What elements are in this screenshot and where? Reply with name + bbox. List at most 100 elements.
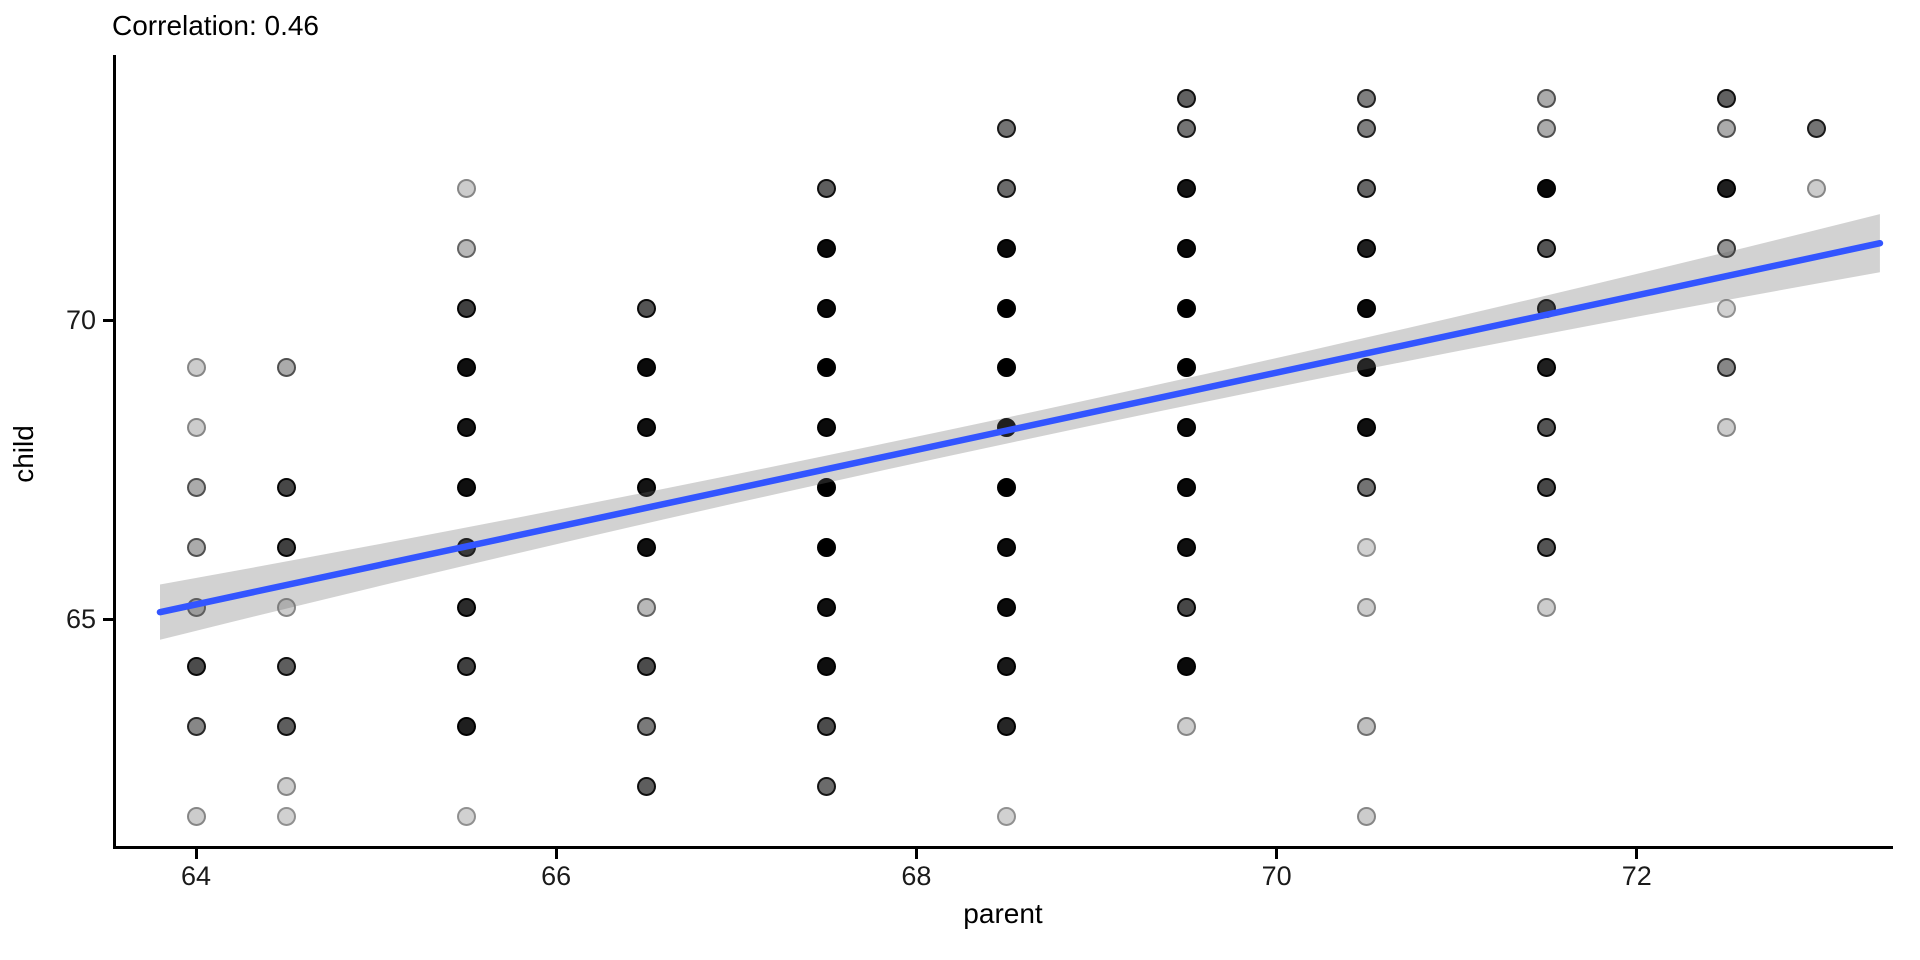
data-point [1717, 89, 1737, 109]
data-point [996, 238, 1016, 258]
data-point [996, 597, 1016, 617]
data-point [816, 776, 836, 796]
data-point [1717, 418, 1737, 438]
data-point [186, 418, 206, 438]
data-point [276, 806, 296, 826]
data-point [1537, 178, 1557, 198]
data-point [456, 806, 476, 826]
data-point [1357, 89, 1377, 109]
data-point [1357, 806, 1377, 826]
data-point [816, 238, 836, 258]
data-point [816, 717, 836, 737]
data-point [1717, 298, 1737, 318]
x-tick-mark [1635, 849, 1639, 859]
data-point [1717, 178, 1737, 198]
data-point [1177, 89, 1197, 109]
data-point [1537, 89, 1557, 109]
x-tick-label: 72 [1621, 861, 1652, 891]
x-tick-mark [914, 849, 918, 859]
data-point [636, 418, 656, 438]
data-point [996, 477, 1016, 497]
data-point [636, 776, 656, 796]
data-point [816, 477, 836, 497]
data-point [456, 358, 476, 378]
data-point [276, 717, 296, 737]
data-point [996, 657, 1016, 677]
data-point [276, 597, 296, 617]
data-point [1357, 298, 1377, 318]
data-point [186, 537, 206, 557]
data-point [816, 178, 836, 198]
data-point [1357, 178, 1377, 198]
data-point [456, 418, 476, 438]
data-point [276, 358, 296, 378]
data-point [996, 537, 1016, 557]
data-point [186, 477, 206, 497]
data-point [1177, 238, 1197, 258]
data-point [456, 717, 476, 737]
data-point [816, 537, 836, 557]
regression-line [156, 239, 1884, 616]
data-point [276, 477, 296, 497]
data-point [1537, 119, 1557, 139]
data-point [1807, 119, 1827, 139]
data-point [1177, 119, 1197, 139]
data-point [276, 537, 296, 557]
data-point [996, 298, 1016, 318]
data-point [996, 178, 1016, 198]
x-axis-line [113, 846, 1893, 849]
data-point [1177, 358, 1197, 378]
data-point [456, 238, 476, 258]
data-point [1717, 358, 1737, 378]
data-point [816, 298, 836, 318]
data-point [186, 657, 206, 677]
data-point [1537, 238, 1557, 258]
data-point [456, 298, 476, 318]
data-point [1177, 477, 1197, 497]
x-tick-mark [554, 849, 558, 859]
chart-title: Correlation: 0.46 [112, 10, 320, 41]
data-point [1537, 597, 1557, 617]
data-point [816, 657, 836, 677]
data-point [1717, 119, 1737, 139]
data-point [816, 597, 836, 617]
data-point [1717, 238, 1737, 258]
data-point [636, 597, 656, 617]
data-point [1537, 477, 1557, 497]
confidence-ribbon [160, 214, 1880, 640]
data-point [1537, 537, 1557, 557]
data-point [456, 597, 476, 617]
data-point [1537, 298, 1557, 318]
x-axis-label: parent [963, 898, 1043, 929]
data-point [1357, 418, 1377, 438]
data-point [1357, 238, 1377, 258]
data-point [1807, 178, 1827, 198]
data-point [186, 717, 206, 737]
data-point [996, 119, 1016, 139]
data-point [996, 717, 1016, 737]
data-point [1177, 178, 1197, 198]
y-axis-line [113, 55, 116, 849]
x-tick-label: 66 [541, 861, 572, 891]
data-point [1177, 418, 1197, 438]
data-point [456, 178, 476, 198]
data-point [1537, 358, 1557, 378]
y-tick-label: 70 [65, 305, 96, 335]
data-point [816, 358, 836, 378]
y-tick-mark [103, 617, 113, 621]
data-point [186, 806, 206, 826]
data-point [456, 537, 476, 557]
x-tick-label: 68 [901, 861, 932, 891]
data-point [1177, 657, 1197, 677]
data-point [996, 358, 1016, 378]
data-point [456, 657, 476, 677]
data-point [636, 477, 656, 497]
data-point [186, 358, 206, 378]
data-point [996, 806, 1016, 826]
data-point [1537, 418, 1557, 438]
x-tick-mark [1275, 849, 1279, 859]
y-tick-mark [103, 318, 113, 322]
data-point [1177, 597, 1197, 617]
data-point [1177, 717, 1197, 737]
